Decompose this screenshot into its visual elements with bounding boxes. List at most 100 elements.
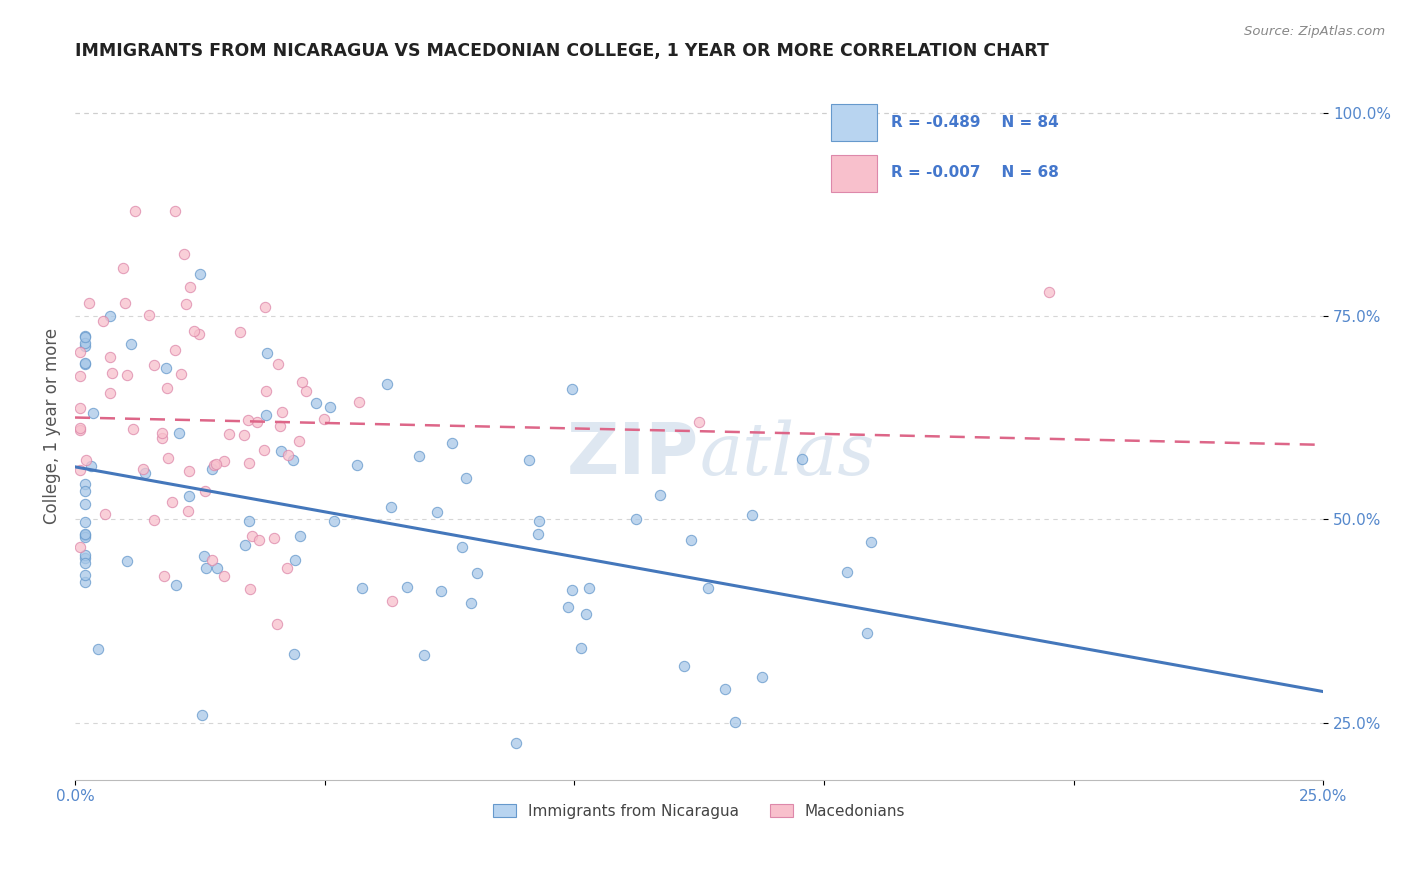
Point bbox=[122, 422, 145, 436]
Point bbox=[194, 483, 217, 498]
Point bbox=[254, 300, 277, 314]
Point bbox=[319, 400, 342, 414]
Point bbox=[187, 326, 209, 341]
Point bbox=[201, 553, 224, 567]
Point bbox=[75, 452, 97, 467]
Text: atlas: atlas bbox=[699, 419, 875, 490]
Point bbox=[143, 358, 166, 372]
Point bbox=[173, 246, 195, 260]
Point bbox=[205, 561, 228, 575]
Point bbox=[80, 459, 103, 474]
Point bbox=[73, 515, 96, 529]
Point bbox=[346, 458, 368, 472]
Point bbox=[73, 575, 96, 590]
Point bbox=[460, 596, 482, 610]
Point bbox=[117, 554, 139, 568]
Point bbox=[156, 450, 179, 465]
Point bbox=[380, 500, 402, 514]
Point bbox=[696, 581, 718, 595]
Point bbox=[233, 428, 256, 442]
Point bbox=[238, 456, 260, 470]
Point bbox=[169, 425, 191, 440]
Point bbox=[429, 583, 451, 598]
Point bbox=[246, 415, 269, 429]
Point bbox=[239, 582, 262, 596]
Point bbox=[673, 659, 696, 673]
Point bbox=[247, 533, 270, 548]
Point bbox=[138, 309, 160, 323]
Point bbox=[201, 461, 224, 475]
Y-axis label: College, 1 year or more: College, 1 year or more bbox=[44, 328, 60, 524]
Point bbox=[101, 366, 124, 380]
Point bbox=[454, 471, 477, 485]
Point bbox=[395, 580, 418, 594]
Point bbox=[73, 335, 96, 350]
Point bbox=[69, 423, 91, 437]
Point bbox=[267, 357, 290, 371]
Point bbox=[561, 582, 583, 597]
Point bbox=[451, 540, 474, 554]
Point bbox=[238, 514, 260, 528]
Point bbox=[93, 314, 115, 328]
Point bbox=[1038, 285, 1060, 299]
Point bbox=[212, 453, 235, 467]
Point bbox=[569, 640, 592, 655]
Point bbox=[253, 443, 276, 458]
Point bbox=[790, 452, 813, 467]
Point bbox=[527, 526, 550, 541]
Point bbox=[73, 526, 96, 541]
Point bbox=[323, 515, 346, 529]
Point bbox=[276, 561, 298, 575]
Legend: Immigrants from Nicaragua, Macedonians: Immigrants from Nicaragua, Macedonians bbox=[486, 797, 911, 825]
Point bbox=[132, 461, 155, 475]
Point bbox=[191, 708, 214, 723]
Point bbox=[73, 528, 96, 542]
Point bbox=[290, 376, 312, 390]
Point bbox=[441, 435, 464, 450]
Point bbox=[561, 383, 583, 397]
Point bbox=[205, 457, 228, 471]
Point bbox=[714, 681, 737, 696]
Point bbox=[134, 467, 156, 481]
Point bbox=[170, 367, 193, 381]
Point bbox=[270, 444, 292, 458]
Point bbox=[256, 345, 278, 359]
Point bbox=[426, 505, 449, 519]
Point bbox=[93, 507, 115, 521]
Point bbox=[724, 714, 747, 729]
Point bbox=[212, 568, 235, 582]
Point bbox=[69, 368, 91, 383]
Point bbox=[156, 381, 179, 395]
Point bbox=[179, 280, 201, 294]
Point bbox=[163, 203, 186, 218]
Point bbox=[69, 463, 91, 477]
Point bbox=[183, 324, 205, 338]
Point bbox=[73, 330, 96, 344]
Point bbox=[195, 560, 218, 574]
Point bbox=[69, 420, 91, 434]
Point bbox=[179, 464, 201, 478]
Point bbox=[73, 549, 96, 563]
Point bbox=[153, 569, 176, 583]
Point bbox=[284, 552, 307, 566]
Point bbox=[143, 512, 166, 526]
Point bbox=[155, 360, 177, 375]
Point bbox=[347, 395, 370, 409]
Point bbox=[193, 549, 215, 563]
Text: IMMIGRANTS FROM NICARAGUA VS MACEDONIAN COLLEGE, 1 YEAR OR MORE CORRELATION CHAR: IMMIGRANTS FROM NICARAGUA VS MACEDONIAN … bbox=[75, 42, 1049, 60]
Point bbox=[856, 626, 879, 640]
Point bbox=[408, 449, 430, 463]
Point bbox=[235, 538, 257, 552]
Point bbox=[100, 350, 122, 364]
Point bbox=[150, 425, 173, 440]
Point bbox=[229, 325, 252, 339]
Point bbox=[77, 296, 100, 310]
Point bbox=[73, 550, 96, 565]
Point bbox=[73, 357, 96, 371]
Point bbox=[120, 337, 142, 351]
Point bbox=[650, 488, 672, 502]
Point bbox=[150, 430, 173, 444]
Point bbox=[162, 495, 184, 509]
Point bbox=[519, 452, 541, 467]
Point bbox=[174, 297, 197, 311]
